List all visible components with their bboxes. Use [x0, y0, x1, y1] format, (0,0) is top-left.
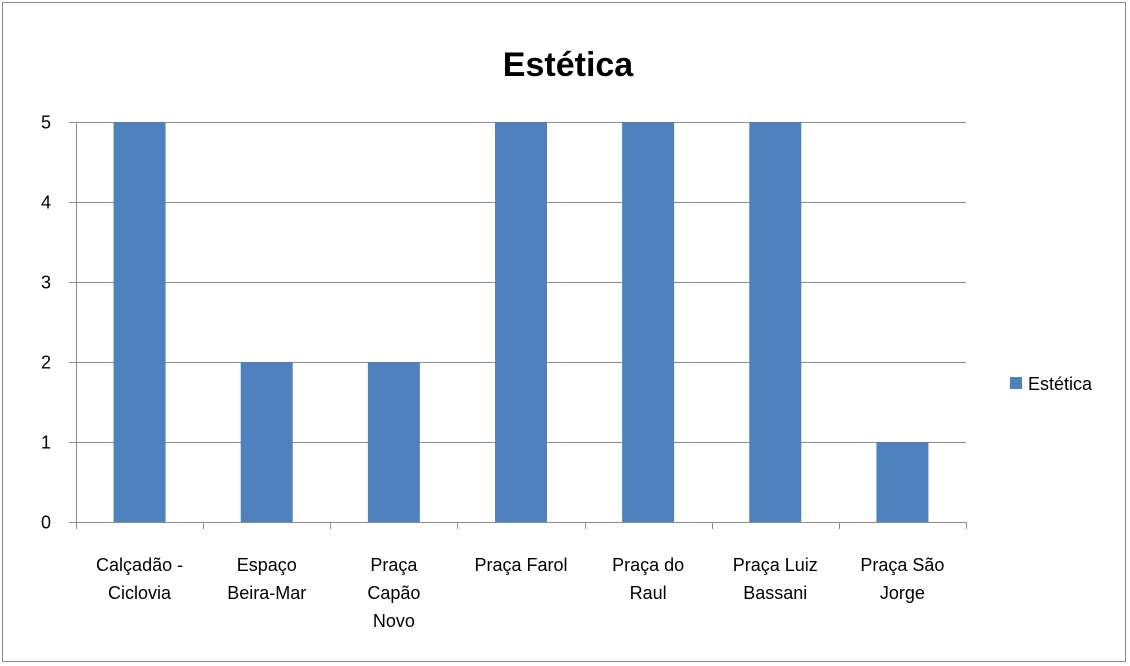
legend-label: Estética — [1028, 374, 1093, 394]
x-category-label: Raul — [630, 583, 667, 603]
y-tick-label: 2 — [41, 353, 51, 373]
chart-title: Estética — [503, 46, 634, 84]
legend: Estética — [1010, 374, 1093, 394]
x-category-label: Praça do — [612, 555, 684, 575]
x-category-label: Praça Luiz — [733, 555, 818, 575]
x-category-label: Bassani — [743, 583, 807, 603]
y-tick-label: 1 — [41, 433, 51, 453]
x-category-label: Jorge — [880, 583, 925, 603]
y-tick-label: 0 — [41, 513, 51, 533]
bar-series — [113, 122, 929, 522]
y-tick-label: 5 — [41, 113, 51, 133]
axes — [69, 122, 967, 529]
bar — [495, 122, 547, 522]
bar — [113, 122, 166, 522]
x-category-label: Novo — [373, 611, 415, 631]
x-category-label: Praça São — [860, 555, 944, 575]
bar — [240, 362, 293, 522]
x-category-label: Praça Farol — [474, 555, 567, 575]
x-category-label: Praça — [370, 555, 418, 575]
y-axis-tick-labels: 0 1 2 3 4 5 — [41, 113, 51, 533]
bar — [367, 362, 420, 522]
x-category-label: Espaço — [237, 555, 297, 575]
x-category-label: Beira-Mar — [227, 583, 306, 603]
legend-swatch — [1010, 377, 1022, 389]
x-category-label: Calçadão - — [96, 555, 183, 575]
bar — [622, 122, 675, 522]
y-tick-label: 4 — [41, 193, 51, 213]
y-tick-label: 3 — [41, 273, 51, 293]
bar — [876, 442, 929, 522]
x-category-label: Capão — [367, 583, 420, 603]
x-axis-category-labels: Calçadão - Ciclovia Espaço Beira-Mar Praça Ca… — [96, 555, 944, 631]
bar — [749, 122, 802, 522]
x-category-label: Ciclovia — [108, 583, 172, 603]
